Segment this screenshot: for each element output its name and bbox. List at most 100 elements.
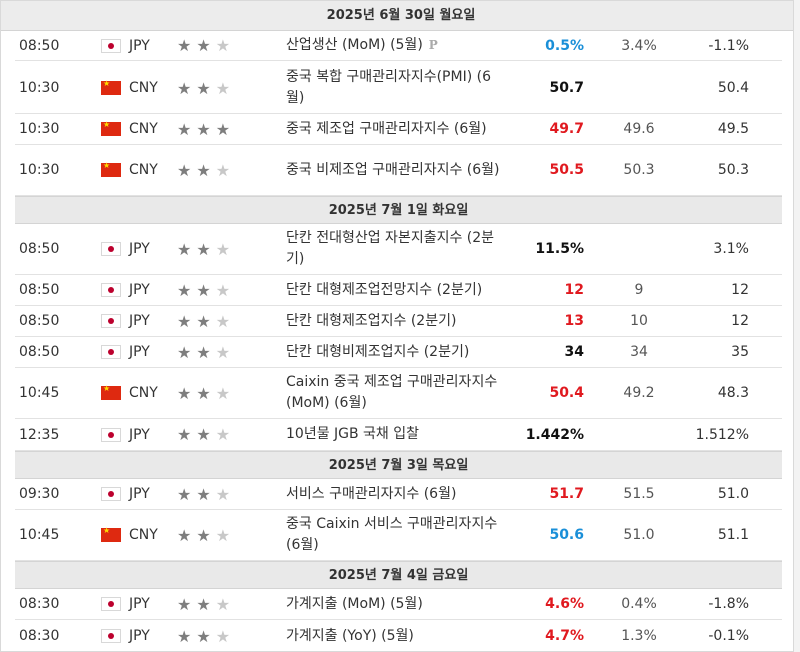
event-name-text[interactable]: 중국 제조업 구매관리자지수 (6월) <box>286 120 487 137</box>
currency-code: JPY <box>129 486 150 502</box>
currency-code: JPY <box>129 313 150 329</box>
star-empty-icon: ★ <box>215 342 231 362</box>
event-row[interactable]: 10:30CNY★★★중국 제조업 구매관리자지수 (6월)49.749.649… <box>15 114 782 145</box>
importance-stars: ★ ★ ★ <box>177 114 277 144</box>
event-name[interactable]: 중국 복합 구매관리자지수(PMI) (6월) <box>286 63 506 113</box>
star-filled-icon: ★ <box>196 342 211 362</box>
event-row[interactable]: 12:35 JPY ★ ★ ★ 10년물 JGB 국채 입찰 1.442% 1.512% <box>15 419 782 451</box>
currency-code: CNY <box>129 80 158 96</box>
actual-value: 11.5% <box>535 241 584 257</box>
event-row[interactable]: 08:50 JPY ★ ★ ★ 산업생산 (MoM) (5월) P 0.5% 3.4% -1.1% <box>15 31 782 61</box>
event-time: 12:35 <box>19 426 60 443</box>
importance-stars: ★ ★ ★ <box>177 589 277 619</box>
forecast-value <box>585 224 693 274</box>
event-row[interactable]: 10:45CNY★★★Caixin 중국 제조업 구매관리자지수 (MoM) (… <box>15 368 782 419</box>
event-row[interactable]: 08:30 JPY ★ ★ ★ 가계지출 (YoY) (5월) 4.7% 1.3% -0.1% <box>15 620 782 651</box>
event-name-text[interactable]: 중국 복합 구매관리자지수(PMI) (6월) <box>286 69 491 106</box>
event-name[interactable]: 10년물 JGB 국채 입찰 <box>286 419 506 450</box>
japan-flag-icon <box>101 345 121 359</box>
importance-stars: ★ ★ ★ <box>177 368 277 418</box>
event-time: 08:50 <box>19 241 60 257</box>
day-header: 2025년 7월 1일 화요일 <box>15 196 782 224</box>
star-empty-icon: ★ <box>215 36 231 55</box>
event-name-text[interactable]: 단칸 대형제조업지수 (2분기) <box>286 312 457 329</box>
previous-value: 1.512% <box>695 426 749 443</box>
event-time: 10:30 <box>19 162 60 178</box>
event-name-text[interactable]: 서비스 구매관리자지수 (6월) <box>286 485 457 502</box>
star-empty-icon: ★ <box>215 78 231 98</box>
event-time: 08:50 <box>19 344 60 360</box>
event-row[interactable]: 08:30 JPY ★ ★ ★ 가계지출 (MoM) (5월) 4.6% 0.4% -1.8% <box>15 589 782 620</box>
event-row[interactable]: 10:30CNY★★★중국 비제조업 구매관리자지수 (6월)50.550.35… <box>15 145 782 196</box>
event-row[interactable]: 10:30CNY★★★중국 복합 구매관리자지수(PMI) (6월)50.750… <box>15 63 782 114</box>
forecast-value: 10 <box>630 313 648 329</box>
event-row[interactable]: 08:50 JPY ★ ★ ★ 단칸 전대형산업 자본지출지수 (2분기) 11.5% 3.1… <box>15 224 782 275</box>
event-name-text[interactable]: 10년물 JGB 국채 입찰 <box>286 426 420 442</box>
event-row[interactable]: 10:45CNY★★★중국 Caixin 서비스 구매관리자지수 (6월)50.… <box>15 510 782 561</box>
event-name[interactable]: 가계지출 (MoM) (5월) <box>286 589 506 619</box>
currency: CNY <box>101 114 181 144</box>
event-name-text[interactable]: Caixin 중국 제조업 구매관리자지수 (MoM) (6월) <box>286 374 498 411</box>
event-name[interactable]: 단칸 전대형산업 자본지출지수 (2분기) <box>286 224 506 274</box>
event-name[interactable]: 산업생산 (MoM) (5월) P <box>286 31 506 60</box>
actual-value: 12 <box>564 282 584 298</box>
event-row[interactable]: 08:50 JPY ★ ★ ★ 단칸 대형비제조업지수 (2분기) 34 34 35 <box>15 337 782 368</box>
previous-value: 51.1 <box>717 527 749 543</box>
star-filled-icon: ★ <box>177 78 192 98</box>
forecast-value: 9 <box>634 282 644 298</box>
event-name[interactable]: 단칸 대형비제조업지수 (2분기) <box>286 337 506 367</box>
event-time: 08:50 <box>19 313 60 329</box>
actual-value: 50.7 <box>549 80 584 96</box>
importance-stars: ★ ★ ★ <box>177 145 277 195</box>
event-time: 10:30 <box>19 80 60 96</box>
event-row[interactable]: 09:30 JPY ★ ★ ★ 서비스 구매관리자지수 (6월) 51.7 51.5 51.0 <box>15 479 782 510</box>
actual-value: 4.6% <box>545 596 584 612</box>
event-time: 08:50 <box>19 282 60 298</box>
event-name[interactable]: 단칸 대형제조업전망지수 (2분기) <box>286 275 506 305</box>
forecast-value: 51.5 <box>623 486 655 502</box>
event-name[interactable]: 중국 제조업 구매관리자지수 (6월) <box>286 114 506 144</box>
currency: JPY <box>101 589 181 619</box>
event-row[interactable]: 08:50 JPY ★ ★ ★ 단칸 대형제조업전망지수 (2분기) 12 9 12 <box>15 275 782 306</box>
event-name-text[interactable]: 산업생산 (MoM) (5월) <box>286 37 423 53</box>
star-filled-icon: ★ <box>177 626 192 646</box>
importance-stars: ★ ★ ★ <box>177 275 277 305</box>
event-name[interactable]: Caixin 중국 제조업 구매관리자지수 (MoM) (6월) <box>286 368 506 418</box>
event-name-text[interactable]: 가계지출 (YoY) (5월) <box>286 627 414 644</box>
event-name-text[interactable]: 중국 비제조업 구매관리자지수 (6월) <box>286 161 500 178</box>
star-filled-icon: ★ <box>196 311 211 331</box>
event-name-text[interactable]: 가계지출 (MoM) (5월) <box>286 595 423 612</box>
currency: JPY <box>101 337 181 367</box>
currency-code: JPY <box>129 426 150 443</box>
event-name[interactable]: 서비스 구매관리자지수 (6월) <box>286 479 506 509</box>
event-row[interactable]: 08:50 JPY ★ ★ ★ 단칸 대형제조업지수 (2분기) 13 10 12 <box>15 306 782 337</box>
previous-value: -1.8% <box>708 596 749 612</box>
event-name-text[interactable]: 단칸 대형제조업전망지수 (2분기) <box>286 281 483 298</box>
star-filled-icon: ★ <box>177 119 192 139</box>
actual-value: 50.4 <box>549 385 584 401</box>
star-filled-icon: ★ <box>196 525 211 545</box>
day-header: 2025년 7월 4일 금요일 <box>15 561 782 589</box>
forecast-value: 49.6 <box>623 121 655 137</box>
star-filled-icon: ★ <box>196 78 211 98</box>
japan-flag-icon <box>101 314 121 328</box>
currency-code: CNY <box>129 527 158 543</box>
star-filled-icon: ★ <box>177 383 192 403</box>
previous-value: 3.1% <box>713 241 749 257</box>
currency-code: JPY <box>129 37 150 54</box>
china-flag-icon <box>101 161 121 177</box>
event-name[interactable]: 중국 Caixin 서비스 구매관리자지수 (6월) <box>286 510 506 560</box>
star-filled-icon: ★ <box>196 484 211 504</box>
japan-flag-icon <box>101 427 121 442</box>
event-name-text[interactable]: 단칸 전대형산업 자본지출지수 (2분기) <box>286 230 495 267</box>
event-name[interactable]: 단칸 대형제조업지수 (2분기) <box>286 306 506 336</box>
currency-code: CNY <box>129 121 158 137</box>
event-name[interactable]: 중국 비제조업 구매관리자지수 (6월) <box>286 145 506 195</box>
star-empty-icon: ★ <box>215 239 231 259</box>
currency: CNY <box>101 368 181 418</box>
event-name-text[interactable]: 단칸 대형비제조업지수 (2분기) <box>286 343 470 360</box>
actual-value: 50.5 <box>549 162 584 178</box>
event-name-text[interactable]: 중국 Caixin 서비스 구매관리자지수 (6월) <box>286 516 498 553</box>
event-name[interactable]: 가계지출 (YoY) (5월) <box>286 620 506 651</box>
